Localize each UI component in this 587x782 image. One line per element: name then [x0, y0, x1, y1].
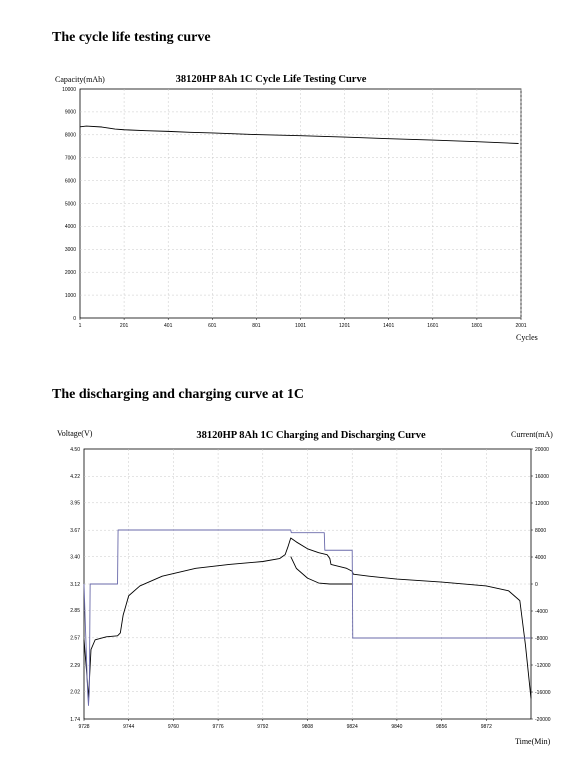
x-tick-label: 9808 [302, 724, 313, 730]
y-tick-label: 1000 [65, 293, 76, 299]
y-tick-label: 7000 [65, 156, 76, 162]
y2-tick-label: -16000 [535, 690, 551, 696]
section-title-cycle-life: The cycle life testing curve [52, 30, 211, 45]
y-tick-label: 0 [73, 316, 76, 322]
y2-tick-label: -20000 [535, 717, 551, 723]
y-axis-label: Voltage(V) [57, 429, 93, 438]
y-tick-label: 3.40 [70, 554, 80, 560]
x-tick-label: 601 [208, 323, 217, 329]
series-line-1 [290, 556, 353, 585]
chart-title: 38120HP 8Ah 1C Cycle Life Testing Curve [176, 74, 367, 85]
y2-tick-label: 20000 [535, 447, 549, 453]
x-tick-label: 9840 [391, 724, 402, 730]
x-axis-label: Time(Min) [515, 737, 551, 746]
y-tick-label: 4.22 [70, 474, 80, 480]
series-line-2 [83, 529, 531, 706]
x-tick-label: 9872 [481, 724, 492, 730]
x-tick-label: 201 [120, 323, 129, 329]
x-tick-label: 1801 [471, 323, 482, 329]
x-tick-label: 1001 [295, 323, 306, 329]
x-tick-label: 1601 [427, 323, 438, 329]
y-tick-label: 6000 [65, 178, 76, 184]
y2-tick-label: 0 [535, 582, 538, 588]
x-tick-label: 9776 [213, 724, 224, 730]
x-tick-label: 9760 [168, 724, 179, 730]
y-tick-label: 8000 [65, 133, 76, 139]
y2-tick-label: -8000 [535, 636, 548, 642]
y2-axis-label: Current(mA) [511, 430, 553, 439]
y-tick-label: 4.50 [70, 447, 80, 453]
y-tick-label: 2000 [65, 270, 76, 276]
x-tick-label: 801 [252, 323, 261, 329]
y2-tick-label: -4000 [535, 609, 548, 615]
x-tick-label: 1 [79, 323, 82, 329]
x-tick-label: 9856 [436, 724, 447, 730]
x-tick-label: 9728 [78, 724, 89, 730]
x-tick-label: 9824 [347, 724, 358, 730]
y2-tick-label: 16000 [535, 474, 549, 480]
series-line-0 [79, 125, 519, 144]
x-tick-label: 2001 [515, 323, 526, 329]
cycle-life-chart: 0 1000 2000 3000 4000 5000 6000 7000 8000 9000 100… [55, 74, 538, 342]
y2-tick-label: 12000 [535, 501, 549, 507]
charge-discharge-chart: 1.74 2.02 2.29 2.57 2.85 3.12 3.40 3.67 3.95 4.22… [57, 429, 553, 746]
y-tick-label: 10000 [62, 87, 76, 93]
y-tick-label: 5000 [65, 201, 76, 207]
chart-title: 38120HP 8Ah 1C Charging and Discharging … [196, 430, 426, 441]
x-tick-label: 9744 [123, 724, 134, 730]
y-tick-label: 2.29 [70, 663, 80, 669]
x-tick-label: 1201 [339, 323, 350, 329]
y2-tick-label: 8000 [535, 528, 546, 534]
y-tick-label: 3.95 [70, 501, 80, 507]
x-tick-label: 401 [164, 323, 173, 329]
series-line-0 [83, 537, 532, 699]
y-tick-label: 4000 [65, 224, 76, 230]
y2-tick-label: -12000 [535, 663, 551, 669]
y-tick-label: 2.85 [70, 608, 80, 614]
section-title-charge-discharge: The discharging and charging curve at 1C [52, 387, 305, 402]
y-tick-label: 9000 [65, 110, 76, 116]
y-tick-label: 1.74 [70, 717, 80, 723]
y-tick-label: 3000 [65, 247, 76, 253]
x-axis-label: Cycles [516, 333, 538, 342]
y-axis-label: Capacity(mAh) [55, 75, 105, 84]
x-tick-label: 1401 [383, 323, 394, 329]
x-tick-label: 9792 [257, 724, 268, 730]
y-tick-label: 2.02 [70, 689, 80, 695]
y-tick-label: 3.67 [70, 528, 80, 534]
y-tick-label: 3.12 [70, 582, 80, 588]
y-tick-label: 2.57 [70, 636, 80, 642]
y2-tick-label: 4000 [535, 555, 546, 561]
